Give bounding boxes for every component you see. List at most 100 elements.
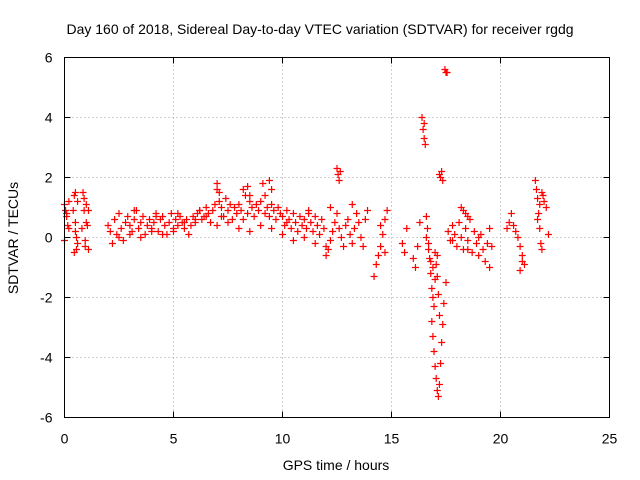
data-point [435, 312, 443, 319]
data-point [257, 198, 265, 205]
data-point [449, 237, 457, 244]
data-point [174, 210, 182, 217]
data-point [174, 222, 182, 229]
data-point [433, 252, 441, 259]
data-point [124, 213, 132, 220]
data-point [82, 201, 90, 208]
data-point [426, 255, 434, 262]
data-point [283, 219, 291, 226]
data-point [159, 213, 167, 220]
data-point [191, 216, 199, 223]
data-point [316, 231, 324, 238]
data-point [483, 240, 491, 247]
data-point [503, 225, 511, 232]
data-point [298, 222, 306, 229]
data-point [137, 219, 145, 226]
data-point [211, 201, 219, 208]
data-point [135, 225, 143, 232]
data-point [443, 69, 451, 76]
data-point [333, 210, 341, 217]
data-point [202, 204, 210, 211]
y-tick-label: -2 [40, 290, 53, 306]
data-point [244, 210, 252, 217]
data-point [355, 219, 363, 226]
data-point [514, 234, 522, 241]
data-point [505, 219, 513, 226]
data-point [331, 219, 339, 226]
data-point [180, 219, 188, 226]
data-point [418, 114, 426, 121]
data-point [429, 294, 437, 301]
data-point [427, 270, 435, 277]
data-point [279, 213, 286, 220]
data-point [422, 234, 430, 241]
data-point [518, 258, 526, 265]
data-point [455, 219, 463, 226]
data-point [165, 219, 173, 226]
data-point [433, 387, 441, 394]
data-point [126, 222, 134, 229]
data-point [74, 240, 82, 247]
chart-title: Day 160 of 2018, Sidereal Day-to-day VTE… [66, 21, 573, 37]
data-point [335, 177, 343, 184]
data-point [130, 216, 138, 223]
data-point [442, 279, 450, 286]
data-point [336, 168, 344, 175]
x-tick-label: 10 [275, 431, 291, 447]
data-point [146, 216, 154, 223]
data-point [224, 219, 232, 226]
data-point [425, 240, 433, 247]
data-point [231, 204, 239, 211]
data-point [486, 225, 494, 232]
data-point [409, 255, 417, 262]
y-tick-label: 4 [45, 110, 53, 126]
data-points [61, 66, 552, 400]
data-point [250, 213, 258, 220]
data-point [435, 381, 443, 388]
data-point [473, 240, 481, 247]
data-point [81, 237, 89, 244]
data-point [257, 222, 265, 229]
y-tick-label: 2 [45, 170, 53, 186]
data-point [431, 363, 439, 370]
data-point [130, 207, 138, 214]
data-point [300, 234, 308, 241]
data-point [239, 216, 247, 223]
data-point [419, 126, 427, 133]
data-point [464, 246, 472, 253]
data-point [414, 243, 422, 250]
data-point [296, 213, 304, 220]
data-point [364, 207, 372, 214]
data-point [119, 237, 127, 244]
data-point [344, 216, 352, 223]
data-point [544, 231, 552, 238]
data-point [122, 219, 130, 226]
data-point [71, 189, 79, 196]
data-point [248, 204, 256, 211]
data-point [432, 375, 440, 382]
data-point [427, 258, 435, 265]
data-point [398, 240, 406, 247]
data-point [428, 285, 436, 292]
y-tick-label: 0 [45, 230, 53, 246]
data-point [311, 240, 319, 247]
data-point [429, 333, 437, 340]
data-point [83, 222, 91, 229]
y-tick-label: -6 [40, 410, 53, 426]
data-point [531, 177, 539, 184]
data-point [453, 243, 461, 250]
data-point [74, 198, 82, 205]
data-point [217, 204, 225, 211]
data-point [464, 237, 472, 244]
data-point [300, 216, 308, 223]
data-point [475, 252, 483, 259]
data-point [215, 189, 223, 196]
data-point [479, 246, 487, 253]
data-point [294, 228, 302, 235]
data-point [111, 216, 119, 223]
data-point [104, 222, 112, 229]
data-point [82, 219, 90, 226]
data-point [326, 237, 334, 244]
data-point [535, 210, 543, 217]
data-point [244, 183, 252, 190]
